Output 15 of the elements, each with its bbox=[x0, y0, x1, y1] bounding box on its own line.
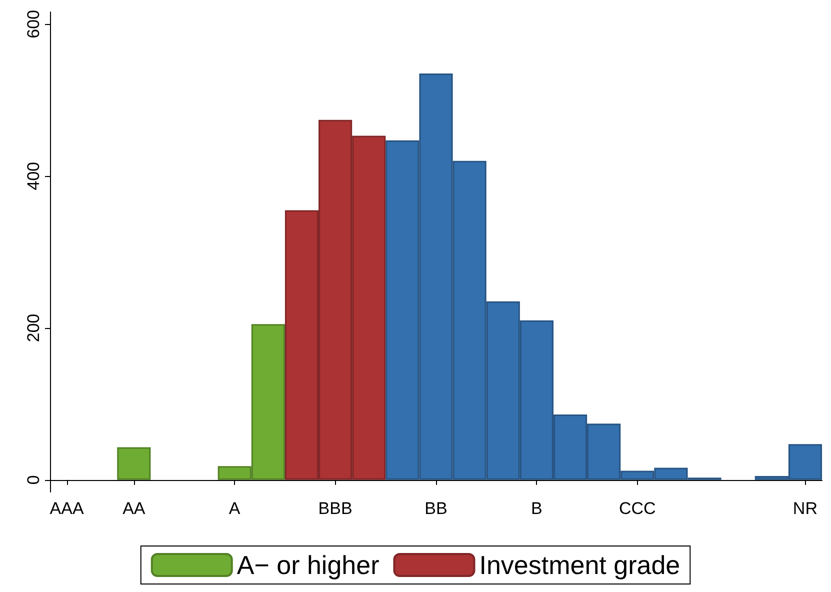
x-tick-label: AA bbox=[122, 499, 146, 518]
x-tick-label: A bbox=[228, 499, 241, 518]
x-tick-label: CCC bbox=[618, 499, 656, 518]
x-tick-label: B bbox=[531, 499, 542, 518]
legend-label: A− or higher bbox=[236, 550, 380, 580]
x-tick-label: BBB bbox=[318, 499, 352, 518]
x-tick-label: AAA bbox=[50, 499, 84, 518]
x-tick-label: NR bbox=[792, 499, 818, 518]
bar bbox=[117, 447, 151, 480]
x-tick-label: BB bbox=[424, 499, 448, 518]
y-tick-label: 200 bbox=[24, 314, 43, 342]
y-tick-label: 0 bbox=[24, 475, 43, 485]
legend-label: Investment grade bbox=[479, 550, 680, 580]
y-tick-label: 600 bbox=[24, 10, 43, 38]
y-tick-label: 400 bbox=[24, 162, 43, 190]
